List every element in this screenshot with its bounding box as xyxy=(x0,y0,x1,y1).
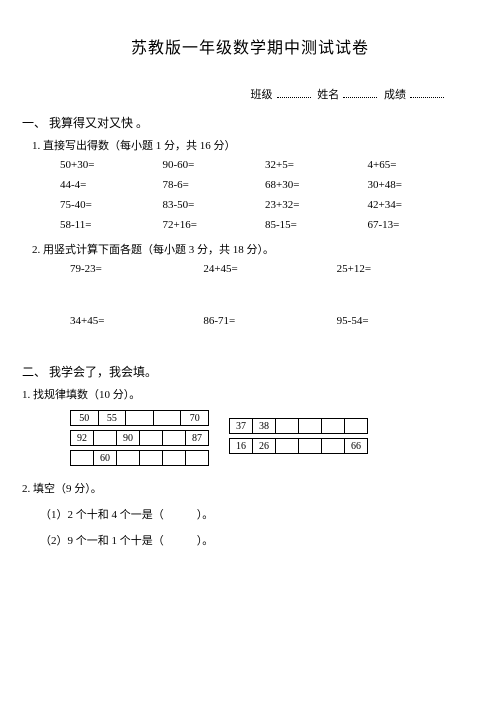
cell xyxy=(322,439,345,454)
cell: 26 xyxy=(253,439,276,454)
cell xyxy=(163,431,186,446)
prob: 42+34= xyxy=(368,199,461,211)
cell: 87 xyxy=(186,431,209,446)
prob: 58-11= xyxy=(60,219,153,231)
prob: 32+5= xyxy=(265,159,358,171)
cell: 38 xyxy=(253,419,276,434)
cell xyxy=(94,431,117,446)
fill-q1: （1）2 个十和 4 个一是（ ）。 xyxy=(40,506,460,522)
class-label: 班级 xyxy=(251,89,273,101)
prob: 95-54= xyxy=(337,315,460,327)
cell xyxy=(276,419,299,434)
cell: 16 xyxy=(230,439,253,454)
cell xyxy=(322,419,345,434)
class-blank xyxy=(277,87,311,98)
prob: 34+45= xyxy=(70,315,193,327)
cell xyxy=(126,411,154,426)
prob: 24+45= xyxy=(203,263,326,275)
cell xyxy=(71,451,94,466)
cell: 55 xyxy=(98,411,126,426)
cell xyxy=(299,419,322,434)
prob: 78-6= xyxy=(163,179,256,191)
prob: 4+65= xyxy=(368,159,461,171)
cell: 70 xyxy=(181,411,209,426)
section-1-2-heading: 2. 用竖式计算下面各题（每小题 3 分，共 18 分）。 xyxy=(32,241,460,257)
cell xyxy=(299,439,322,454)
prob: 75-40= xyxy=(60,199,153,211)
name-label: 姓名 xyxy=(317,89,339,101)
section-2-1-heading: 1. 找规律填数（10 分）。 xyxy=(22,386,460,402)
cell: 92 xyxy=(71,431,94,446)
cell xyxy=(140,451,163,466)
prob: 79-23= xyxy=(70,263,193,275)
prob: 85-15= xyxy=(265,219,358,231)
cell: 66 xyxy=(345,439,368,454)
cell xyxy=(276,439,299,454)
cell: 37 xyxy=(230,419,253,434)
left-tables: 50 55 70 92 90 87 60 xyxy=(70,410,209,466)
prob: 50+30= xyxy=(60,159,153,171)
prob: 86-71= xyxy=(203,315,326,327)
prob: 23+32= xyxy=(265,199,358,211)
seq-table-d: 37 38 xyxy=(229,418,368,434)
vertical-calc-grid: 79-23= 24+45= 25+12= 34+45= 86-71= 95-54… xyxy=(70,263,460,327)
mental-math-grid: 50+30= 90-60= 32+5= 4+65= 44-4= 78-6= 68… xyxy=(60,159,460,231)
cell: 90 xyxy=(117,431,140,446)
prob: 25+12= xyxy=(337,263,460,275)
cell: 50 xyxy=(71,411,99,426)
section-2-2-heading: 2. 填空（9 分）。 xyxy=(22,480,460,496)
student-info-line: 班级 姓名 成绩 xyxy=(40,86,460,102)
name-blank xyxy=(343,87,377,98)
page-title: 苏教版一年级数学期中测试试卷 xyxy=(40,34,460,58)
section-1-heading: 一、 我算得又对又快 。 xyxy=(22,114,460,131)
pattern-tables: 50 55 70 92 90 87 60 xyxy=(70,410,460,466)
cell xyxy=(186,451,209,466)
cell: 60 xyxy=(94,451,117,466)
prob: 72+16= xyxy=(163,219,256,231)
cell xyxy=(163,451,186,466)
prob: 67-13= xyxy=(368,219,461,231)
score-blank xyxy=(410,87,444,98)
prob: 83-50= xyxy=(163,199,256,211)
cell xyxy=(153,411,181,426)
right-tables: 37 38 16 26 66 xyxy=(229,418,368,466)
section-1-1-heading: 1. 直接写出得数（每小题 1 分，共 16 分） xyxy=(32,137,460,153)
cell xyxy=(140,431,163,446)
cell xyxy=(345,419,368,434)
seq-table-a: 50 55 70 xyxy=(70,410,209,426)
section-2-heading: 二、 我学会了，我会填。 xyxy=(22,363,460,380)
prob: 68+30= xyxy=(265,179,358,191)
seq-table-c: 60 xyxy=(70,450,209,466)
seq-table-e: 16 26 66 xyxy=(229,438,368,454)
score-label: 成绩 xyxy=(384,89,406,101)
fill-q2: （2）9 个一和 1 个十是（ ）。 xyxy=(40,532,460,548)
cell xyxy=(117,451,140,466)
prob: 30+48= xyxy=(368,179,461,191)
seq-table-b: 92 90 87 xyxy=(70,430,209,446)
prob: 44-4= xyxy=(60,179,153,191)
exam-page: 苏教版一年级数学期中测试试卷 班级 姓名 成绩 一、 我算得又对又快 。 1. … xyxy=(0,0,500,706)
prob: 90-60= xyxy=(163,159,256,171)
